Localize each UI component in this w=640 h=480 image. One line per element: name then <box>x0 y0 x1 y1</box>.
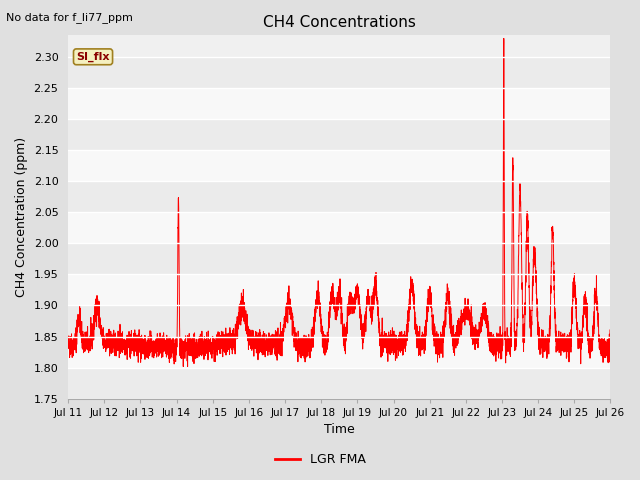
Bar <box>68 57 611 88</box>
Bar <box>68 336 611 368</box>
Bar <box>68 368 611 398</box>
Text: SI_flx: SI_flx <box>76 52 110 62</box>
Bar <box>68 88 611 119</box>
Bar <box>68 275 611 305</box>
Bar <box>68 150 611 181</box>
Title: CH4 Concentrations: CH4 Concentrations <box>263 15 416 30</box>
Text: No data for f_li77_ppm: No data for f_li77_ppm <box>6 12 133 23</box>
Bar <box>68 181 611 212</box>
X-axis label: Time: Time <box>324 423 355 436</box>
Y-axis label: CH4 Concentration (ppm): CH4 Concentration (ppm) <box>15 137 28 297</box>
Bar <box>68 119 611 150</box>
Bar <box>68 243 611 275</box>
Bar <box>68 212 611 243</box>
Legend: LGR FMA: LGR FMA <box>269 448 371 471</box>
Bar <box>68 305 611 336</box>
